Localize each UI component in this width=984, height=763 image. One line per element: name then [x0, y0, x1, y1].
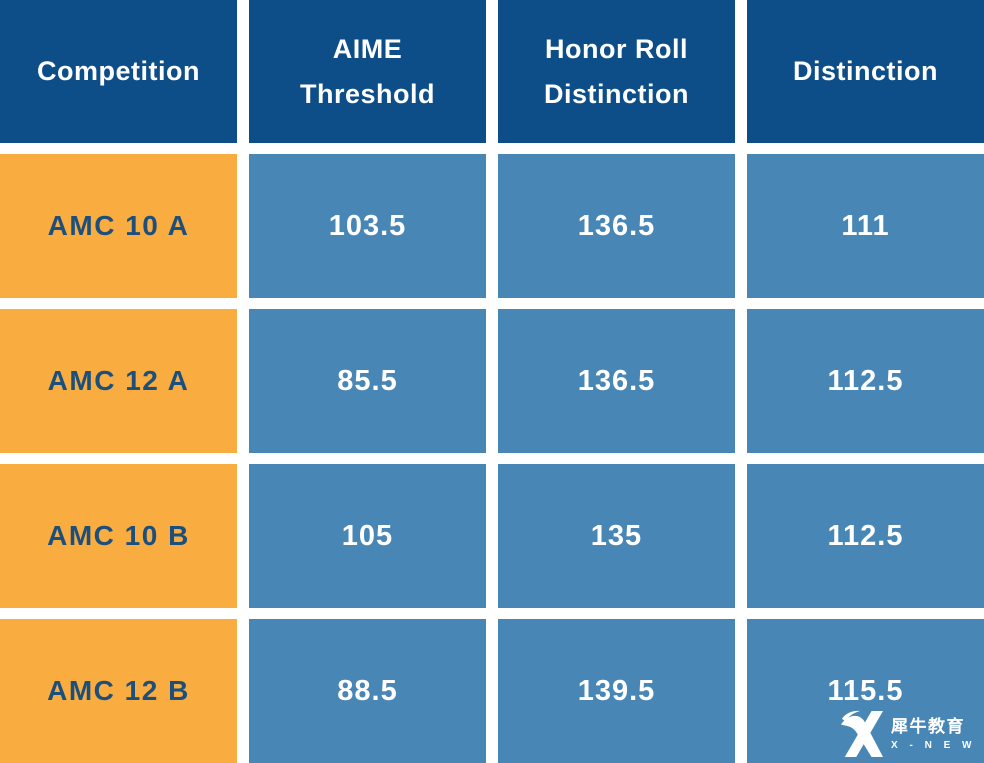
honor-roll-cell: 135	[498, 464, 735, 608]
competition-cell: AMC 10 B	[0, 464, 237, 608]
header-cell-honor-roll-distinction: Honor Roll Distinction	[498, 0, 735, 143]
competition-cell: AMC 12 A	[0, 309, 237, 453]
distinction-cell: 112.5	[747, 309, 984, 453]
header-cell-distinction: Distinction	[747, 0, 984, 143]
competition-cell: AMC 12 B	[0, 619, 237, 763]
distinction-cell: 115.5	[747, 619, 984, 763]
distinction-cell: 112.5	[747, 464, 984, 608]
competition-cell: AMC 10 A	[0, 154, 237, 298]
header-cell-aime-threshold: AIME Threshold	[249, 0, 486, 143]
header-cell-competition: Competition	[0, 0, 237, 143]
aime-threshold-cell: 85.5	[249, 309, 486, 453]
honor-roll-cell: 136.5	[498, 154, 735, 298]
aime-threshold-cell: 103.5	[249, 154, 486, 298]
aime-threshold-cell: 105	[249, 464, 486, 608]
honor-roll-cell: 136.5	[498, 309, 735, 453]
distinction-cell: 111	[747, 154, 984, 298]
aime-threshold-cell: 88.5	[249, 619, 486, 763]
honor-roll-cell: 139.5	[498, 619, 735, 763]
